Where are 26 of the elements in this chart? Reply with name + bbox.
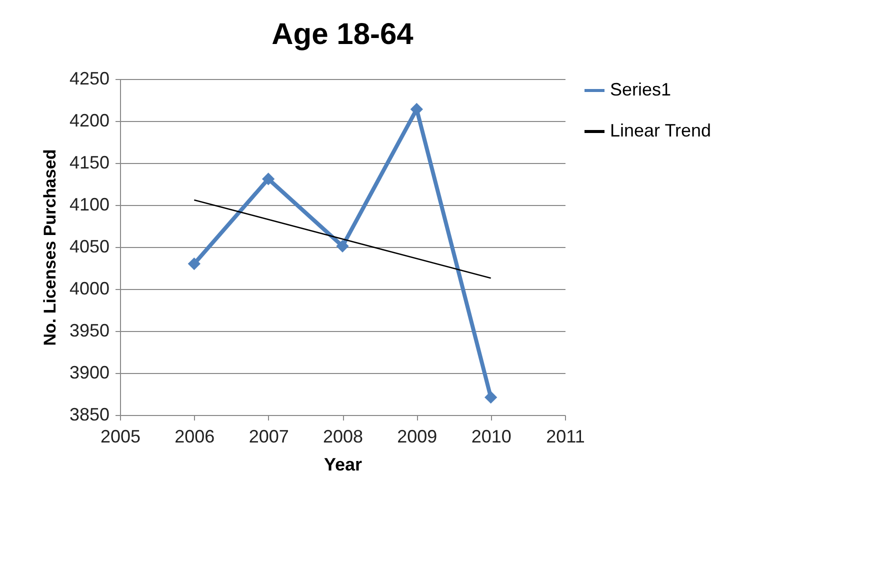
x-tick-label: 2006 <box>174 426 215 446</box>
point <box>262 172 275 186</box>
legend-label: Series1 <box>610 80 672 100</box>
y-tick-label: 4250 <box>69 68 110 88</box>
x-tick-label: 2008 <box>322 426 364 446</box>
x-tick-label: 2009 <box>397 426 438 446</box>
chart-title: Age 18-64 <box>272 18 414 51</box>
x-axis-title: Year <box>324 454 362 474</box>
y-tick-label: 4050 <box>69 236 110 256</box>
y-axis-title: No. Licenses Purchased <box>40 149 60 346</box>
x-tick-label: 2007 <box>248 426 289 446</box>
x-tick-label: 2005 <box>100 426 141 446</box>
x-tick-label: 2011 <box>546 426 585 446</box>
y-tick-label: 3900 <box>69 362 110 382</box>
point <box>188 257 200 270</box>
x-tick-label: 2010 <box>471 426 512 446</box>
y-tick-label: 4200 <box>69 110 110 130</box>
point <box>336 240 349 252</box>
y-tick-label: 3950 <box>69 320 110 340</box>
point <box>410 102 423 116</box>
legend-label: Linear Trend <box>610 120 712 140</box>
y-tick-label: 3850 <box>69 404 110 424</box>
y-tick-label: 4000 <box>69 278 110 298</box>
y-tick-label: 4100 <box>69 194 110 214</box>
y-tick-label: 4150 <box>69 152 110 172</box>
point <box>484 391 498 404</box>
